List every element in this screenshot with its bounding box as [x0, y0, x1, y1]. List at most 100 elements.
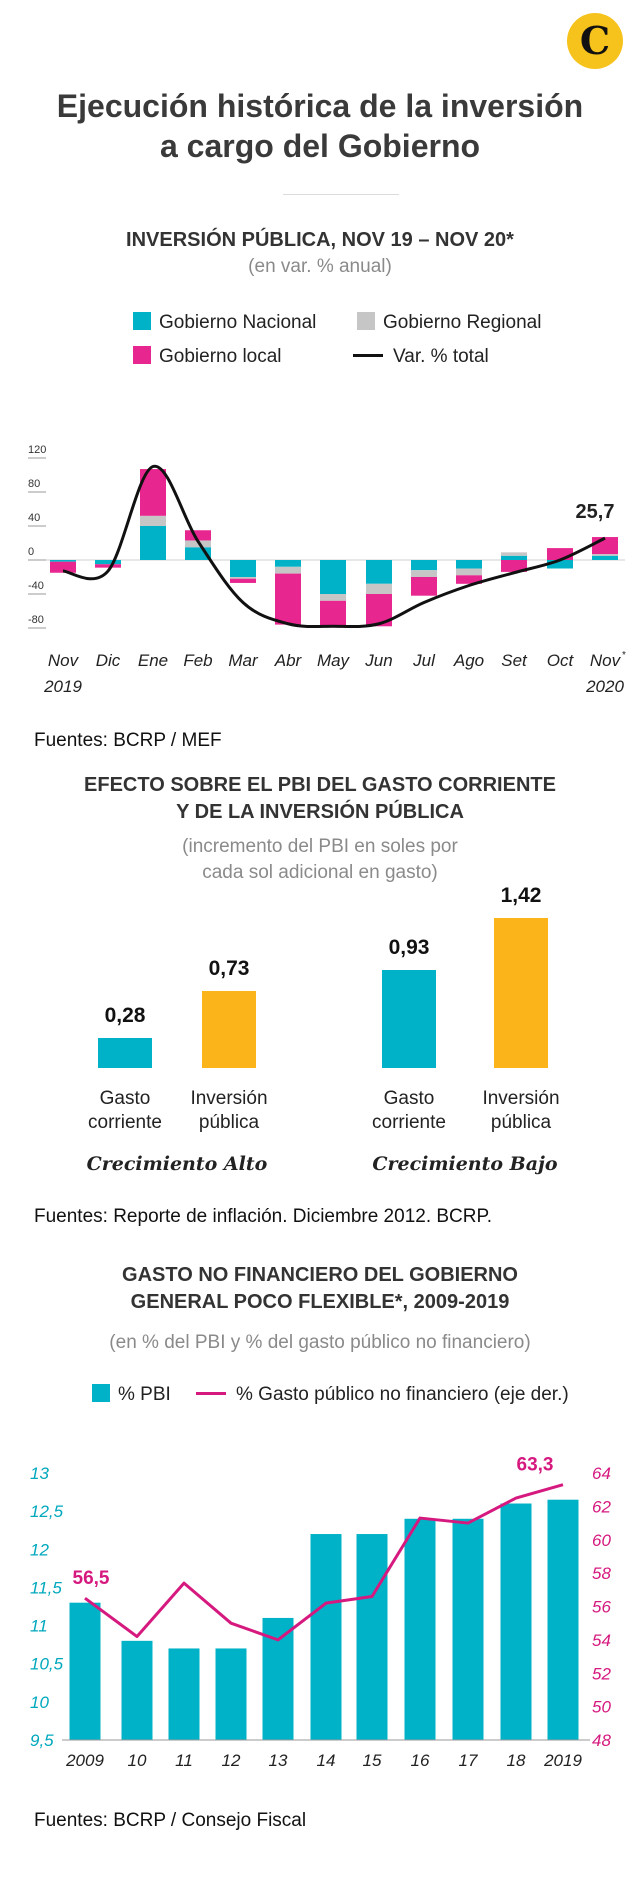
section2-title-line-1: EFECTO SOBRE EL PBI DEL GASTO CORRIENTE — [84, 774, 556, 796]
legend-swatch-gasto — [196, 1392, 226, 1395]
section3-title-line-2: GENERAL POCO FLEXIBLE*, 2009-2019 — [130, 1291, 510, 1313]
section3-subtitle: (en % del PBI y % del gasto público no f… — [109, 1332, 531, 1353]
bar-segment — [140, 515, 166, 526]
inversion-line-1: Inversión — [190, 1088, 268, 1109]
left-axis-tick: 13 — [30, 1464, 49, 1483]
right-axis-tick: 60 — [592, 1531, 611, 1550]
x-tick-label: Jul — [412, 651, 436, 670]
section1-source: Fuentes: BCRP / MEF — [34, 730, 222, 751]
x-tick-year: 2020 — [585, 677, 624, 696]
pbi-bar — [452, 1518, 484, 1740]
section3-title-line-1: GASTO NO FINANCIERO DEL GOBIERNO — [122, 1264, 518, 1286]
gasto-line — [84, 1483, 564, 1642]
x-tick-label: 11 — [175, 1751, 193, 1770]
x-tick-label: 16 — [411, 1751, 430, 1770]
y-tick-label: 40 — [28, 512, 40, 524]
right-axis-tick: 48 — [592, 1731, 611, 1750]
bar-label-inversion-bajo: Inversión pública — [456, 1087, 586, 1135]
bar-segment — [411, 560, 437, 571]
bar-segment — [547, 560, 573, 569]
x-tick-label: 18 — [507, 1751, 526, 1770]
pbi-bar — [356, 1534, 388, 1740]
brand-logo: C — [567, 13, 623, 69]
gasto-line-2: corriente — [372, 1112, 446, 1133]
x-tick-label: Dic — [96, 651, 121, 670]
spending-chart: 13 12,5 12 11,5 11 10,5 10 9,5 64 62 60 58 56 54 52 50 4… — [30, 1455, 611, 1770]
section2-subtitle: (incremento del PBI en soles por cada so… — [20, 834, 620, 886]
brand-logo-letter: C — [579, 18, 611, 63]
x-tick-asterisk: * — [622, 650, 626, 661]
section2-title: EFECTO SOBRE EL PBI DEL GASTO CORRIENTE … — [20, 772, 620, 826]
x-tick-label: 14 — [317, 1751, 336, 1770]
pbi-bar — [215, 1648, 247, 1740]
total-line — [62, 464, 606, 629]
x-tick-label: 2009 — [65, 1751, 104, 1770]
bar-segment — [50, 560, 76, 562]
bar-value-inversion-bajo: 1,42 — [500, 884, 542, 907]
right-axis-tick: 52 — [592, 1664, 611, 1683]
y-tick-label: 80 — [28, 478, 40, 490]
x-tick-label: Set — [501, 651, 528, 670]
section2-subtitle-line-2: cada sol adicional en gasto) — [202, 862, 438, 883]
bar-label-gasto-alto: Gasto corriente — [60, 1087, 190, 1135]
section1-subtitle: (en var. % anual) — [248, 256, 392, 277]
right-axis-tick: 56 — [592, 1598, 611, 1617]
bar-segment — [320, 594, 346, 601]
x-tick-label: Oct — [547, 651, 575, 670]
x-tick-label: 12 — [222, 1751, 241, 1770]
bar-segment — [501, 555, 527, 560]
bar-segment — [366, 583, 392, 594]
bar-gasto-bajo — [382, 969, 436, 1068]
pbi-bar — [404, 1518, 436, 1740]
bar-segment — [366, 560, 392, 584]
legend-gasto-publico: % Gasto público no financiero (eje der.) — [196, 1384, 569, 1406]
legend-swatch-local — [133, 346, 151, 364]
y-tick-label: -40 — [28, 580, 44, 592]
x-tick-label: Nov — [590, 651, 622, 670]
main-title-line-1: Ejecución histórica de la inversión — [56, 88, 584, 124]
bar-segment — [275, 560, 301, 567]
x-tick-label: May — [317, 651, 351, 670]
investment-chart: 120 80 40 0 -40 -80 Nov 2019 Dic Ene Feb Mar Abr May J… — [28, 444, 626, 696]
left-axis-tick: 10,5 — [30, 1655, 64, 1674]
section1-title: INVERSIÓN PÚBLICA, NOV 19 – NOV 20* — [126, 229, 514, 251]
x-tick-label: 10 — [128, 1751, 147, 1770]
main-title: Ejecución histórica de la inversión a ca… — [20, 86, 620, 166]
left-axis-tick: 12,5 — [30, 1502, 64, 1521]
bar-segment — [230, 577, 256, 579]
inversion-line-1: Inversión — [482, 1088, 560, 1109]
bar-segment — [456, 568, 482, 576]
bar-value-gasto-bajo: 0,93 — [388, 935, 430, 959]
x-tick-label: Feb — [183, 651, 212, 670]
section3-source: Fuentes: BCRP / Consejo Fiscal — [34, 1810, 307, 1831]
right-axis-tick: 58 — [592, 1564, 611, 1583]
gasto-line-1: Gasto — [383, 1088, 435, 1109]
bar-segment — [592, 554, 618, 556]
legend-swatch-pbi — [92, 1384, 110, 1402]
bar-segment — [456, 575, 482, 584]
left-axis-tick: 11,5 — [30, 1578, 62, 1597]
right-axis-tick: 50 — [592, 1698, 611, 1717]
bar-segment — [140, 526, 166, 560]
x-tick-year: 2019 — [43, 677, 82, 696]
legend-swatch-nacional — [133, 312, 151, 330]
inversion-line-2: pública — [198, 1112, 260, 1133]
pbi-bar — [121, 1640, 153, 1740]
left-axis-tick: 11 — [30, 1617, 48, 1636]
x-tick-label: 17 — [459, 1751, 478, 1770]
pbi-bar — [168, 1648, 200, 1740]
section2-source: Fuentes: Reporte de inflación. Diciembre… — [34, 1206, 493, 1227]
bar-inversion-bajo — [494, 918, 548, 1068]
bar-segment — [320, 600, 346, 627]
gasto-last-value: 63,3 — [517, 1455, 554, 1476]
pbi-bar — [500, 1503, 532, 1740]
bar-gasto-alto — [98, 1038, 152, 1068]
gasto-line-1: Gasto — [99, 1088, 151, 1109]
bar-segment — [95, 564, 121, 568]
bar-inversion-alto — [202, 990, 256, 1068]
section2-subtitle-line-1: (incremento del PBI en soles por — [182, 836, 458, 857]
legend-label-gasto: % Gasto público no financiero (eje der.) — [236, 1384, 569, 1405]
left-axis-tick: 12 — [30, 1540, 49, 1559]
bar-label-inversion-alto: Inversión pública — [164, 1087, 294, 1135]
main-title-line-2: a cargo del Gobierno — [159, 128, 481, 164]
